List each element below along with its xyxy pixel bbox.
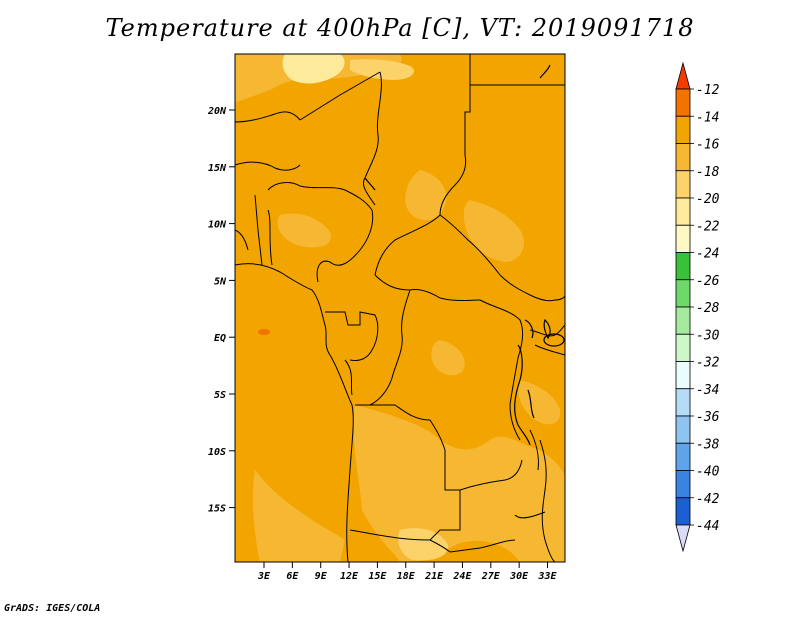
lat-label: 10S xyxy=(208,447,226,458)
colorbar-label: -38 xyxy=(696,437,720,452)
region-20-18-north xyxy=(282,54,345,84)
colorbar-label: -36 xyxy=(696,410,720,425)
colorbar-top-arrow xyxy=(675,61,691,90)
region-18-16-nigeria xyxy=(277,213,331,248)
region-18-16-congo xyxy=(431,340,465,376)
colorbar-label: -26 xyxy=(696,274,720,289)
lat-label: 5N xyxy=(214,276,227,287)
colorbar-segment xyxy=(675,88,691,117)
colorbar-label: -12 xyxy=(696,83,720,98)
lon-label: 27E xyxy=(481,571,501,582)
colorbar-segment xyxy=(675,361,691,390)
lakes xyxy=(364,64,565,519)
colorbar-label: -32 xyxy=(696,356,720,371)
colorbar-segment xyxy=(675,279,691,308)
region-18-16-south xyxy=(353,405,565,562)
lon-label: 3E xyxy=(257,571,271,582)
colorbar-label: -28 xyxy=(696,301,720,316)
colorbar-label: -42 xyxy=(696,492,720,507)
latitude-axis: 20N 15N 10N 5N EQ 5S 10S 15S xyxy=(207,106,235,515)
region-20-18-south xyxy=(398,528,449,561)
lon-label: 18E xyxy=(397,571,416,582)
region-18-16-sudan xyxy=(405,170,447,221)
colorbar-label: -30 xyxy=(696,328,720,343)
colorbar-segment xyxy=(675,442,691,471)
lon-label: 6E xyxy=(286,571,299,582)
colorbar-segment xyxy=(675,415,691,444)
region-18-16-east xyxy=(463,200,525,262)
colorbar-segment xyxy=(675,115,691,144)
colorbar-label: -24 xyxy=(696,247,719,262)
colorbar-segment xyxy=(675,388,691,417)
colorbar-label: -22 xyxy=(696,219,720,234)
region-18-16-west xyxy=(252,470,345,562)
lat-label: 10N xyxy=(208,220,227,231)
longitude-axis: 3E 6E 9E 12E 15E 18E 21E 24E 27E 30E 33E xyxy=(257,562,558,582)
colorbar-segment xyxy=(675,197,691,226)
colorbar-segment xyxy=(675,333,691,362)
lat-label: 15N xyxy=(208,163,227,174)
colorbar-segment xyxy=(675,306,691,335)
colorbar-label: -16 xyxy=(696,138,720,153)
colorbar-label: -40 xyxy=(696,465,720,480)
colorbar-segment xyxy=(675,470,691,499)
colorbar-segment xyxy=(675,252,691,281)
colorbar-label: -18 xyxy=(696,165,720,180)
colorbar-label: -44 xyxy=(696,519,719,534)
lat-label: 15S xyxy=(208,504,226,515)
colorbar-label: -14 xyxy=(696,110,719,125)
colorbar-label: -20 xyxy=(696,192,720,207)
colorbar-label: -34 xyxy=(696,383,719,398)
lon-label: 12E xyxy=(340,571,359,582)
lon-label: 33E xyxy=(537,571,557,582)
lat-label: 5S xyxy=(214,390,226,401)
warm-spot xyxy=(258,329,270,335)
colorbar-segment xyxy=(675,170,691,199)
colorbar-segment xyxy=(675,224,691,253)
country-boundaries xyxy=(234,54,566,563)
lon-label: 24E xyxy=(452,571,472,582)
colorbar-bottom-arrow xyxy=(675,524,691,553)
lon-label: 9E xyxy=(315,571,328,582)
region-20-18-northeast xyxy=(350,59,415,80)
lon-label: 30E xyxy=(509,571,529,582)
grads-credit: GrADS: IGES/COLA xyxy=(4,603,101,614)
lat-label: EQ xyxy=(214,333,226,344)
lon-label: 15E xyxy=(368,571,387,582)
colorbar-segment xyxy=(675,143,691,172)
lat-label: 20N xyxy=(207,106,227,117)
chart-title: Temperature at 400hPa [C], VT: 201909171… xyxy=(105,14,695,42)
colorbar: -12 -14 -16 -18 -20 -22 -24 -26 -28 -30 -32 -34 -36 -… xyxy=(675,61,720,553)
map-frame xyxy=(234,53,566,563)
lon-label: 21E xyxy=(424,571,444,582)
colorbar-segment xyxy=(675,497,691,526)
